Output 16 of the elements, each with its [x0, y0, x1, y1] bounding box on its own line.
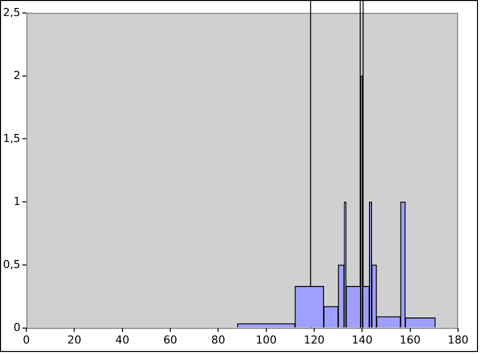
x-tick-label: 140 — [352, 333, 373, 346]
x-tick-label: 20 — [67, 333, 82, 346]
x-tick-label: 60 — [163, 333, 178, 346]
y-tick-label: 0,5 — [2, 258, 20, 271]
x-tick-label: 160 — [400, 333, 421, 346]
y-tick-label: 0 — [13, 320, 20, 334]
y-tick-label: 2 — [13, 68, 20, 82]
y-tick-label: 1 — [13, 194, 20, 208]
x-tick-label: 40 — [115, 333, 130, 346]
y-tick-label: 1,5 — [2, 132, 20, 145]
x-tick-label: 0 — [22, 333, 30, 346]
y-tick-label: 2,5 — [2, 6, 20, 19]
x-tick-label: 80 — [211, 333, 226, 346]
x-tick-label: 100 — [256, 333, 277, 346]
x-tick-label: 120 — [304, 333, 325, 346]
x-tick-label: 180 — [448, 333, 469, 346]
